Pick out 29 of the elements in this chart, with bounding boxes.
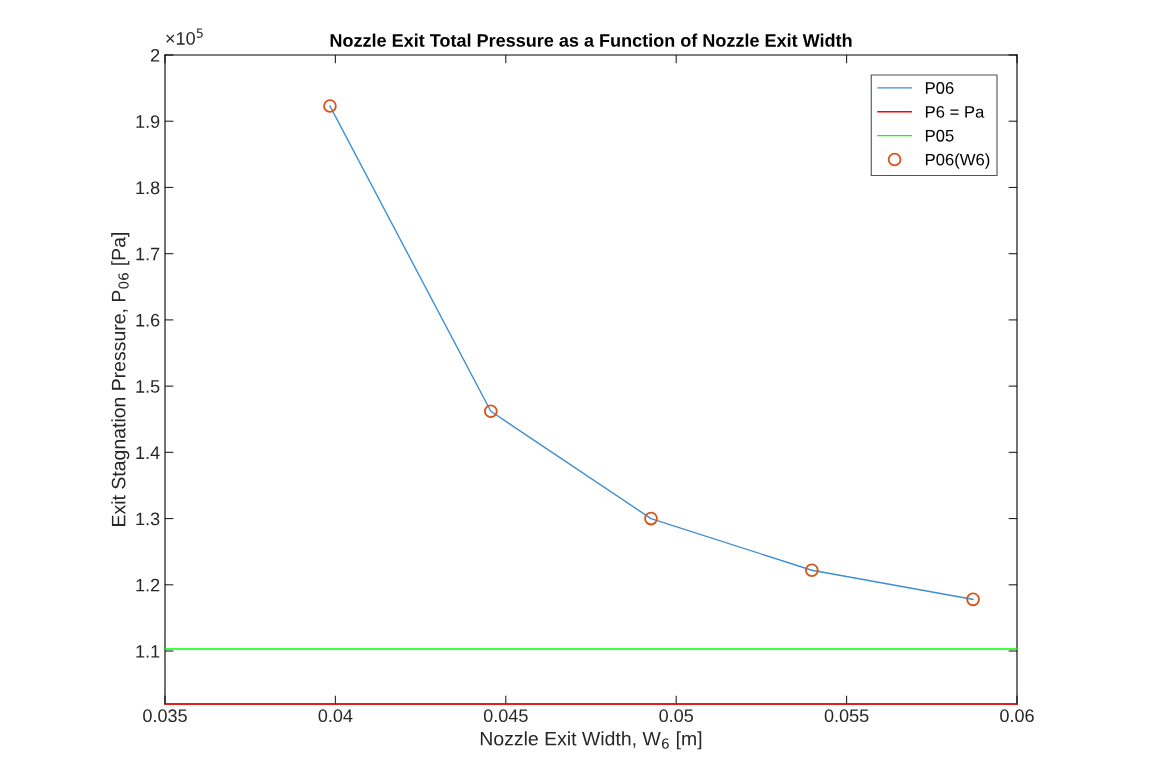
- legend-label: P6 = Pa: [925, 105, 985, 118]
- x-tick-label: 0.055: [824, 709, 869, 723]
- point: [483, 404, 498, 419]
- y-tick-label: 1.2: [136, 578, 160, 592]
- y-axis-title: Exit Stagnation Pressure, P$_{06}$ [Pa]: [111, 233, 130, 526]
- x-tick-label: 0.04: [318, 709, 353, 723]
- x-tick-label: 0.06: [1000, 709, 1034, 723]
- legend-label: P06: [925, 82, 954, 94]
- legend-label: P05: [925, 129, 954, 142]
- y-tick-label: 1.5: [136, 380, 160, 393]
- x-tick-label: 0.045: [483, 709, 528, 723]
- y-tick-label: 1.4: [136, 446, 160, 459]
- text: ×10$^{5}$: [166, 28, 203, 45]
- y-tick-label: 2: [151, 48, 160, 62]
- point: [644, 511, 658, 526]
- chart-title: Nozzle Exit Total Pressure as a Function of Nozzle Exit Width: [330, 33, 852, 47]
- point: [323, 99, 337, 113]
- x-tick-label: 0.05: [659, 709, 694, 723]
- y-tick-label: 1.7: [136, 247, 160, 261]
- y-tick-label: 1.8: [136, 181, 160, 195]
- x-tick-label: 0.035: [143, 709, 187, 723]
- x-axis-title: Nozzle Exit Width, W$_{6}$ [m]: [480, 731, 702, 750]
- y-tick-label: 1.3: [136, 512, 160, 526]
- point: [966, 592, 980, 607]
- point: [805, 563, 819, 578]
- y-tick-label: 1.1: [136, 645, 160, 658]
- y-tick-label: 1.9: [136, 115, 160, 128]
- legend-label: P06(W6): [925, 153, 990, 169]
- y-tick-label: 1.6: [136, 313, 160, 327]
